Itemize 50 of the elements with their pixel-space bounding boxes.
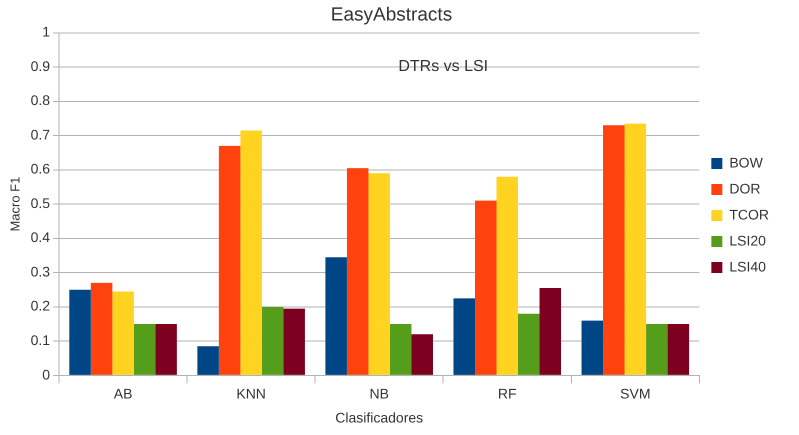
bar <box>668 324 690 375</box>
x-axis-title: Clasificadores <box>335 409 424 426</box>
bar <box>390 324 412 375</box>
bar <box>90 282 112 375</box>
legend-label: DOR <box>729 180 760 196</box>
y-tick-label: 0.7 <box>30 126 50 142</box>
y-tick-label: 0.3 <box>30 263 50 280</box>
y-tick-label: 0.5 <box>30 194 50 211</box>
y-tick-label: 0.1 <box>30 332 50 348</box>
x-tick-label: NB <box>369 386 389 402</box>
y-tick-label: 0.8 <box>30 92 50 108</box>
bar <box>262 306 284 375</box>
y-axis-title: Macro F1 <box>7 176 22 232</box>
chart-title: EasyAbstracts <box>330 4 452 26</box>
legend-label: LSI20 <box>729 232 766 248</box>
bar <box>112 291 134 375</box>
bar <box>540 288 562 375</box>
x-tick-label: RF <box>498 386 517 402</box>
y-tick-label: 0.2 <box>30 298 50 314</box>
bar <box>325 257 347 375</box>
bar <box>69 290 91 375</box>
bar <box>453 298 475 375</box>
bar <box>346 168 368 375</box>
y-tick-label: 0 <box>42 366 50 382</box>
bar <box>368 173 390 375</box>
x-tick-label: AB <box>114 386 132 402</box>
bar <box>411 334 433 375</box>
legend-label: TCOR <box>729 206 770 222</box>
x-tick-label: SVM <box>620 386 650 402</box>
bar <box>134 324 156 375</box>
bar <box>155 324 177 375</box>
y-tick-label: 0.4 <box>30 229 50 246</box>
bar <box>518 314 540 375</box>
bar <box>603 125 625 375</box>
y-tick-label: 1 <box>42 24 50 40</box>
legend-label: BOW <box>729 154 764 170</box>
bar <box>496 176 518 375</box>
x-tick-label: KNN <box>236 386 266 402</box>
bar <box>240 130 262 375</box>
annotation: DTRs vs LSI <box>398 58 488 76</box>
y-tick-label: 0.9 <box>30 58 50 74</box>
bar <box>218 146 240 375</box>
bar <box>646 324 668 375</box>
bar <box>197 346 219 375</box>
bar <box>582 320 604 375</box>
legend-label: LSI40 <box>729 258 766 274</box>
bar <box>283 308 305 375</box>
bar <box>624 124 646 375</box>
y-tick-label: 0.6 <box>30 160 50 177</box>
bar <box>474 200 496 375</box>
